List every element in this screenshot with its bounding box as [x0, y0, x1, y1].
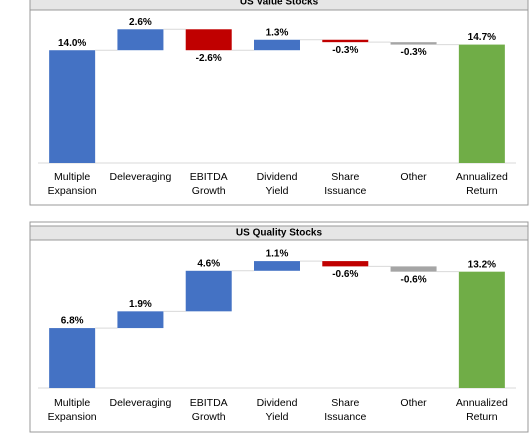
bar [390, 266, 437, 272]
value-label: 1.3% [266, 27, 289, 38]
category-label: Share Issuance [324, 171, 367, 197]
bar [117, 311, 164, 329]
category-label: Dividend Yield [256, 171, 298, 197]
bar [458, 271, 505, 388]
value-label: 14.0% [58, 38, 86, 49]
value-label: -0.6% [401, 274, 427, 285]
value-label: -0.3% [332, 45, 358, 56]
value-label: 2.6% [129, 17, 152, 28]
chart-title: US Quality Stocks [236, 228, 323, 239]
category-label: Deleveraging [109, 397, 172, 409]
bar [185, 270, 232, 312]
value-label: -0.6% [332, 269, 358, 280]
title-bar [29, 0, 529, 11]
bar [49, 328, 96, 388]
bar [390, 42, 437, 45]
chart-title: US Value Stocks [240, 0, 319, 8]
category-label: Multiple Expansion [47, 171, 97, 197]
value-label: 1.9% [129, 299, 152, 310]
category-label: Annualized Return [455, 171, 508, 197]
value-label: 14.7% [468, 32, 496, 43]
value-label: 6.8% [61, 316, 84, 327]
category-label: EBITDA Growth [189, 171, 228, 197]
category-label: Multiple Expansion [47, 397, 97, 423]
category-label: Other [400, 397, 427, 409]
bar [49, 50, 96, 163]
value-label: 1.1% [266, 249, 289, 260]
value-label: -0.3% [401, 47, 427, 58]
bar [185, 29, 232, 51]
title-bar [29, 225, 529, 241]
value-label: -2.6% [196, 53, 222, 64]
category-label: Deleveraging [109, 171, 172, 183]
category-label: Share Issuance [324, 397, 367, 423]
value-label: 13.2% [468, 259, 496, 270]
panel [29, 221, 529, 433]
bar [254, 39, 300, 51]
bar [117, 29, 164, 51]
category-label: Dividend Yield [256, 397, 298, 423]
bar [458, 44, 505, 164]
panel [29, 0, 529, 206]
bar [322, 261, 369, 267]
category-label: Other [400, 171, 427, 183]
category-label: EBITDA Growth [189, 397, 228, 423]
bar [322, 39, 369, 43]
category-label: Annualized Return [455, 397, 508, 423]
value-label: 4.6% [197, 258, 220, 269]
bar [254, 261, 300, 271]
